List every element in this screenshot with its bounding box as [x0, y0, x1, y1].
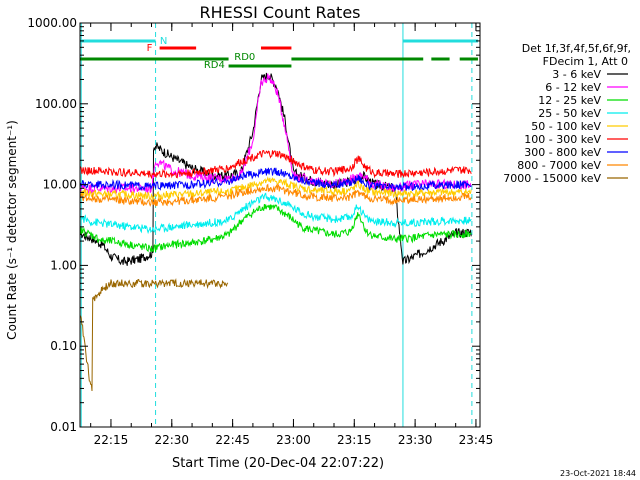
series-line — [80, 192, 472, 235]
y-tick-label: 100.00 — [35, 97, 77, 111]
series-line — [80, 277, 229, 392]
x-tick-label: 23:15 — [337, 433, 372, 447]
x-tick-label: 23:45 — [459, 433, 494, 447]
y-tick-label: 0.10 — [50, 339, 77, 353]
x-tick-label: 23:30 — [398, 433, 433, 447]
y-tick-label: 1000.00 — [27, 16, 77, 30]
x-axis-label: Start Time (20-Dec-04 22:07:22) — [172, 456, 384, 471]
y-tick-label: 1.00 — [50, 258, 77, 272]
vertical-markers — [80, 23, 473, 427]
legend-label: 50 - 100 keV — [531, 120, 601, 133]
plot-frame — [79, 22, 481, 428]
x-tick-label: 22:45 — [215, 433, 250, 447]
generation-timestamp: 23-Oct-2021 18:44 — [560, 469, 636, 478]
legend-header: Det 1f,3f,4f,5f,6f,9f, — [522, 42, 631, 55]
flag-label: RD4 — [204, 60, 225, 71]
y-axis-label: Count Rate (s⁻¹ detector segment⁻¹) — [5, 120, 19, 340]
series-line — [80, 204, 472, 253]
legend-label: 12 - 25 keV — [538, 94, 601, 107]
x-tick-label: 23:00 — [276, 433, 311, 447]
y-tick-label: 10.00 — [43, 178, 77, 192]
series-line — [80, 167, 472, 193]
flag-label: F — [147, 43, 153, 54]
legend-header: FDecim 1, Att 0 — [543, 55, 628, 68]
axes: 0.01 0.10 1.00 10.00 100.00 1000.00 22:15 22:30… — [27, 16, 493, 447]
legend-label: 100 - 300 keV — [524, 133, 601, 146]
series-line — [80, 183, 472, 207]
x-tick-label: 22:15 — [94, 433, 129, 447]
series-line — [80, 72, 472, 266]
legend-label: 6 - 12 keV — [545, 81, 601, 94]
legend: Det 1f,3f,4f,5f,6f,9f,FDecim 1, Att 03 -… — [503, 42, 631, 185]
chart-title: RHESSI Count Rates — [200, 3, 361, 22]
legend-label: 300 - 800 keV — [524, 146, 601, 159]
legend-label: 800 - 7000 keV — [517, 159, 601, 172]
legend-label: 7000 - 15000 keV — [503, 172, 601, 185]
legend-label: 25 - 50 keV — [538, 107, 601, 120]
attenuator-flags: NF RD0 RD4 — [80, 36, 478, 71]
flag-label: RD0 — [234, 52, 255, 63]
legend-label: 3 - 6 keV — [552, 68, 601, 81]
flag-label: N — [160, 36, 167, 47]
x-tick-label: 22:30 — [154, 433, 189, 447]
series-line — [80, 176, 472, 202]
y-tick-label: 0.01 — [50, 420, 77, 434]
series-line — [80, 149, 472, 180]
series-lines — [80, 72, 472, 392]
